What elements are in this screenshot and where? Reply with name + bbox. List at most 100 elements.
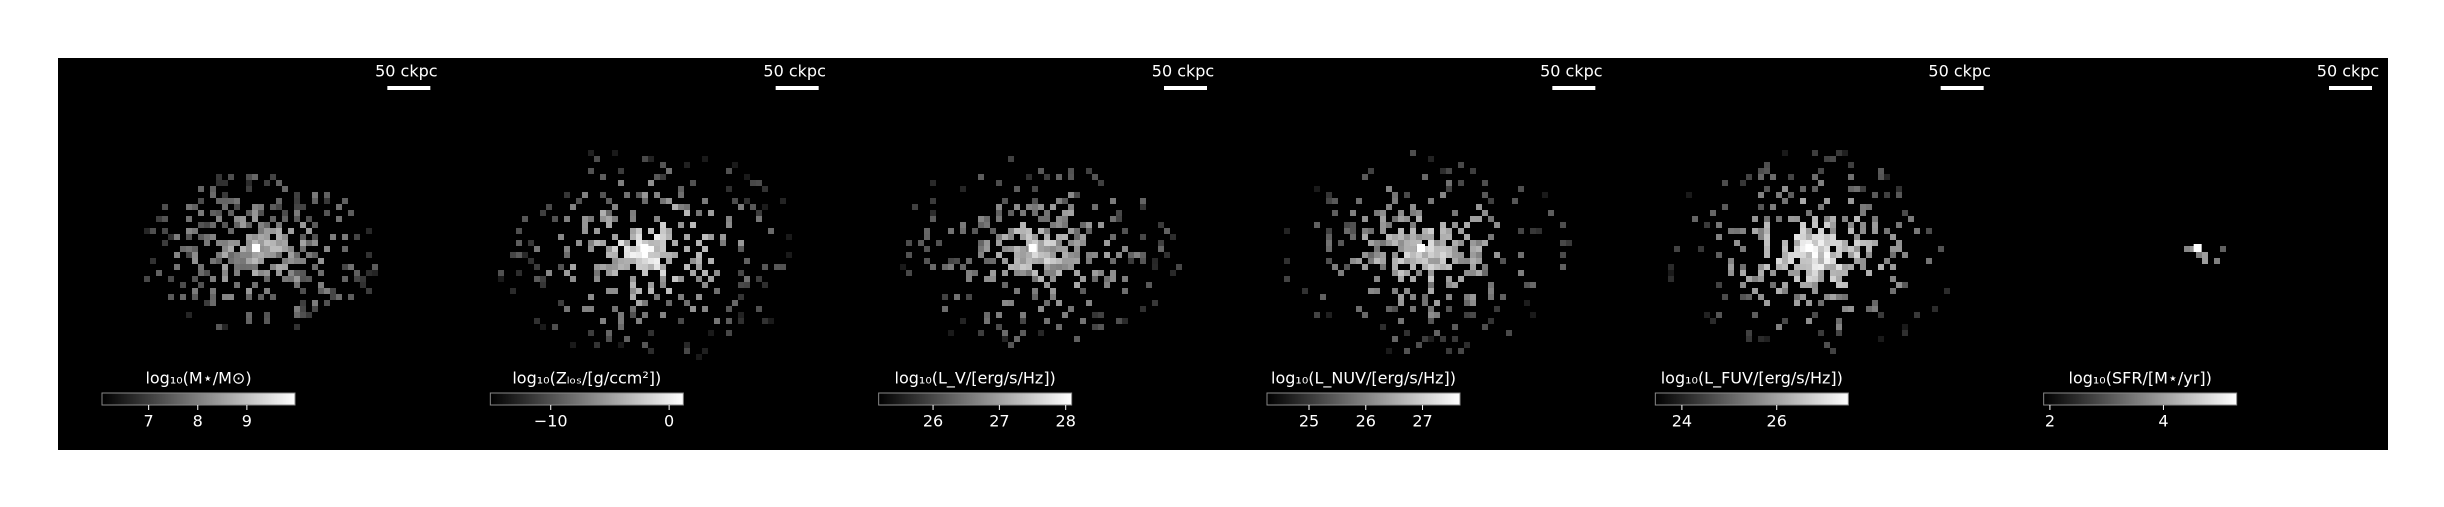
- pixel: [522, 216, 528, 222]
- pixel: [924, 246, 930, 252]
- pixel: [1356, 198, 1362, 204]
- pixel: [558, 300, 564, 306]
- pixel: [1908, 216, 1914, 222]
- pixel: [624, 240, 630, 246]
- pixel: [1806, 252, 1812, 258]
- pixel: [1392, 198, 1398, 204]
- pixel: [1314, 186, 1320, 192]
- pixel: [1812, 150, 1818, 156]
- pixel: [1014, 204, 1020, 210]
- pixel: [1776, 258, 1782, 264]
- pixel: [276, 234, 282, 240]
- pixel: [1812, 246, 1818, 252]
- pixel: [210, 258, 216, 264]
- pixel: [312, 264, 318, 270]
- pixel: [1056, 222, 1062, 228]
- pixel: [648, 258, 654, 264]
- pixel: [324, 210, 330, 216]
- pixel: [1860, 204, 1866, 210]
- pixel: [1026, 270, 1032, 276]
- pixel: [210, 276, 216, 282]
- pixel: [1452, 258, 1458, 264]
- pixel: [942, 294, 948, 300]
- pixel: [1320, 294, 1326, 300]
- pixel: [1764, 300, 1770, 306]
- pixel: [1854, 216, 1860, 222]
- pixel: [582, 222, 588, 228]
- pixel: [630, 252, 636, 258]
- pixel: [1902, 324, 1908, 330]
- pixel: [1086, 300, 1092, 306]
- pixel: [1410, 264, 1416, 270]
- pixel: [660, 174, 666, 180]
- pixel: [1830, 156, 1836, 162]
- pixel: [1452, 210, 1458, 216]
- pixel: [1008, 342, 1014, 348]
- pixel: [1392, 270, 1398, 276]
- pixel: [708, 234, 714, 240]
- pixel: [666, 198, 672, 204]
- pixel: [1110, 258, 1116, 264]
- pixel: [270, 252, 276, 258]
- pixel: [1716, 222, 1722, 228]
- pixel: [1716, 252, 1722, 258]
- pixel: [168, 276, 174, 282]
- pixel: [1032, 258, 1038, 264]
- pixel: [1356, 258, 1362, 264]
- pixel: [1476, 216, 1482, 222]
- pixel: [1074, 228, 1080, 234]
- pixel: [1446, 276, 1452, 282]
- colorbar-tick-label: 4: [2158, 412, 2168, 431]
- pixel: [1800, 294, 1806, 300]
- pixel: [600, 192, 606, 198]
- pixel: [1368, 288, 1374, 294]
- pixel: [1080, 288, 1086, 294]
- pixel: [1758, 270, 1764, 276]
- pixel: [1452, 222, 1458, 228]
- pixel: [636, 240, 642, 246]
- colorbar: [101, 392, 296, 406]
- pixel: [1470, 294, 1476, 300]
- pixel: [1410, 222, 1416, 228]
- pixel: [1794, 264, 1800, 270]
- pixel: [1842, 240, 1848, 246]
- pixel: [1782, 252, 1788, 258]
- pixel: [1338, 240, 1344, 246]
- pixel: [996, 312, 1002, 318]
- scale-bar: [1552, 86, 1596, 90]
- pixel: [1842, 294, 1848, 300]
- pixel: [1824, 222, 1830, 228]
- pixel: [1350, 234, 1356, 240]
- pixel: [186, 246, 192, 252]
- pixel: [1848, 246, 1854, 252]
- pixel: [270, 216, 276, 222]
- pixel: [660, 276, 666, 282]
- pixel: [1506, 330, 1512, 336]
- pixel: [1776, 192, 1782, 198]
- pixel: [1458, 348, 1464, 354]
- pixel: [600, 210, 606, 216]
- pixel: [1044, 270, 1050, 276]
- pixel: [1398, 240, 1404, 246]
- pixel: [1428, 306, 1434, 312]
- pixel: [708, 330, 714, 336]
- pixel: [1830, 216, 1836, 222]
- pixel: [198, 186, 204, 192]
- pixel: [300, 204, 306, 210]
- pixel: [636, 252, 642, 258]
- pixel: [1026, 264, 1032, 270]
- pixel: [1380, 222, 1386, 228]
- pixel: [1686, 192, 1692, 198]
- pixel: [1476, 270, 1482, 276]
- pixel: [1866, 306, 1872, 312]
- pixel: [1002, 234, 1008, 240]
- pixel: [294, 312, 300, 318]
- pixel: [654, 192, 660, 198]
- scale-label: 50 ckpc: [375, 62, 437, 81]
- pixel: [300, 258, 306, 264]
- pixel: [210, 300, 216, 306]
- pixel: [282, 264, 288, 270]
- pixel: [1326, 228, 1332, 234]
- colorbar: [489, 392, 684, 406]
- pixel: [660, 312, 666, 318]
